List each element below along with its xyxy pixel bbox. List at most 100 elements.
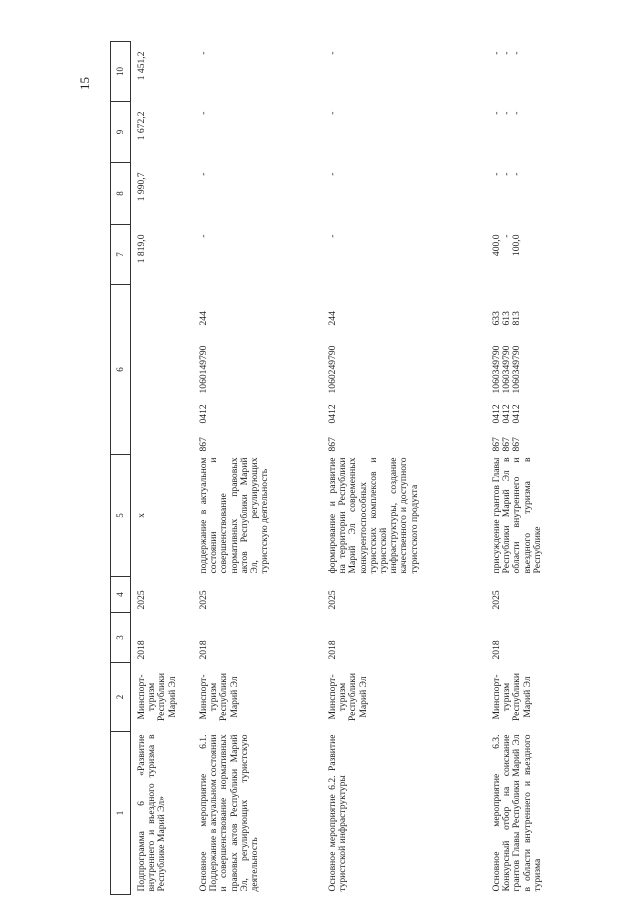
budget-codes-cell xyxy=(131,285,196,455)
funding-value: 400,0 xyxy=(491,234,502,257)
funding-value-cell: --- xyxy=(488,42,639,102)
table-row: Основное мероприятие 6.3. Конкурсный отб… xyxy=(488,42,639,895)
budget-code: 867 xyxy=(327,437,338,452)
funding-value-cell: 1 672,2 xyxy=(131,102,196,163)
funding-value: - xyxy=(491,172,502,176)
funding-value: - xyxy=(198,234,209,238)
budget-code-line: 867 0412 1060149790 244 xyxy=(198,288,209,452)
expected-result: х xyxy=(136,513,147,518)
header-row: 1 2 3 4 5 6 7 8 9 10 xyxy=(110,41,131,895)
start-year: 2018 xyxy=(491,640,502,660)
executor-cell: Минспорт-туризм Республики Марий Эл xyxy=(488,663,639,732)
funding-value-cell: - xyxy=(195,225,324,285)
column-header: 1 xyxy=(110,731,131,895)
column-header: 5 xyxy=(110,454,131,577)
column-header: 9 xyxy=(110,101,131,163)
start-year: 2018 xyxy=(136,640,147,660)
budget-code: 1060349790 xyxy=(511,345,523,394)
end-year: 2025 xyxy=(198,590,209,610)
funding-value-cell: - xyxy=(324,42,488,102)
expected-result: поддержание в актуальном состоянии и сов… xyxy=(198,457,271,574)
budget-code: 867 xyxy=(198,437,209,452)
funding-value-cell: 1 819,0 xyxy=(131,225,196,285)
funding-value: - xyxy=(198,172,209,176)
budget-codes-cell: 867 0412 1060249790 244 xyxy=(324,285,488,455)
budget-code: 244 xyxy=(327,311,338,326)
column-header: 10 xyxy=(110,41,131,102)
budget-code-line: 867 0412 1060349790 813 xyxy=(511,288,523,452)
funding-value: - xyxy=(501,51,513,55)
funding-value-cell: --- xyxy=(488,102,639,163)
executor-line: Марий Эл xyxy=(357,676,369,718)
funding-value: 100,0 xyxy=(511,234,523,257)
funding-value: - xyxy=(491,51,502,55)
executor-cell: Минспорт-туризм Республики Марий Эл xyxy=(324,663,488,732)
funding-value: - xyxy=(198,51,209,55)
start-year: 2018 xyxy=(198,640,209,660)
column-header: 4 xyxy=(110,576,131,613)
executor-cell: Минспорт-туризм Республики Марий Эл xyxy=(195,663,324,732)
funding-value-cell: - xyxy=(195,102,324,163)
budget-code: 0412 xyxy=(198,404,209,424)
funding-value-cell: 400,0-100,0 xyxy=(488,225,639,285)
executor-cell: Минспорт-туризм Республики Марий Эл xyxy=(131,663,196,732)
funding-value: - xyxy=(501,111,513,115)
column-header: 2 xyxy=(110,662,131,732)
funding-value: - xyxy=(501,172,513,176)
activity-name: Основное мероприятие 6.2. Развитие турис… xyxy=(327,734,349,892)
funding-value-cell: - xyxy=(324,163,488,225)
funding-value: 1 819,0 xyxy=(136,234,147,264)
funding-value: - xyxy=(327,172,338,176)
page-number: 15 xyxy=(77,77,92,90)
start-year: 2018 xyxy=(327,640,338,660)
budget-codes-cell: 867 0412 1060349790 633 867 0412 1060349790 613… xyxy=(488,285,639,455)
column-header: 7 xyxy=(110,224,131,285)
budget-codes-cell: 867 0412 1060149790 244 xyxy=(195,285,324,455)
funding-value: - xyxy=(327,234,338,238)
end-year: 2025 xyxy=(327,590,338,610)
funding-value: 1 990,7 xyxy=(136,172,147,202)
funding-value: - xyxy=(511,172,523,176)
budget-table: 1 2 3 4 5 6 7 8 9 10 Подпрограмма 6 «Развитие вну… xyxy=(110,41,639,895)
end-year: 2025 xyxy=(491,590,502,610)
funding-value-cell: - xyxy=(324,225,488,285)
activity-name: Подпрограмма 6 «Развитие внутреннего и в… xyxy=(136,734,168,892)
end-year: 2025 xyxy=(136,590,147,610)
executor-line: Марий Эл xyxy=(521,676,533,718)
funding-value: - xyxy=(511,111,523,115)
table-row: Основное мероприятие 6.1. Поддержание в … xyxy=(195,42,324,895)
column-header: 3 xyxy=(110,612,131,663)
executor-line: Марий Эл xyxy=(166,676,178,718)
funding-value: 1 451,2 xyxy=(136,51,147,81)
activity-name: Основное мероприятие 6.3. Конкурсный отб… xyxy=(491,734,543,892)
funding-value: - xyxy=(511,51,523,55)
funding-value-cell: 1 451,2 xyxy=(131,42,196,102)
funding-value-cell: 1 990,7 xyxy=(131,163,196,225)
column-header: 6 xyxy=(110,284,131,455)
funding-value: 1 672,2 xyxy=(136,111,147,141)
funding-value: - xyxy=(327,51,338,55)
budget-code: 1060249790 xyxy=(327,345,338,394)
budget-code: 867 xyxy=(511,437,523,452)
budget-code: 0412 xyxy=(511,404,523,424)
funding-value: - xyxy=(491,111,502,115)
budget-code-line: 867 0412 1060249790 244 xyxy=(327,288,338,452)
funding-value-cell: - xyxy=(195,42,324,102)
table-row: Подпрограмма 6 «Развитие внутреннего и в… xyxy=(131,42,196,895)
expected-result: присуждение грантов Главы Республики Мар… xyxy=(491,457,543,574)
budget-code: 1060149790 xyxy=(198,345,209,394)
budget-code: 244 xyxy=(198,311,209,326)
activity-name: Основное мероприятие 6.1. Поддержание в … xyxy=(198,734,261,892)
funding-value-cell: --- xyxy=(488,163,639,225)
budget-code: 813 xyxy=(511,311,523,326)
executor-line: Марий Эл xyxy=(228,676,240,718)
funding-value: - xyxy=(327,111,338,115)
budget-code: 0412 xyxy=(327,404,338,424)
expected-result: формирование и развитие на территории Ре… xyxy=(327,457,420,574)
table-row: Основное мероприятие 6.2. Развитие турис… xyxy=(324,42,488,895)
funding-value-cell: - xyxy=(324,102,488,163)
column-header: 8 xyxy=(110,162,131,225)
funding-value: - xyxy=(198,111,209,115)
funding-value-cell: - xyxy=(195,163,324,225)
